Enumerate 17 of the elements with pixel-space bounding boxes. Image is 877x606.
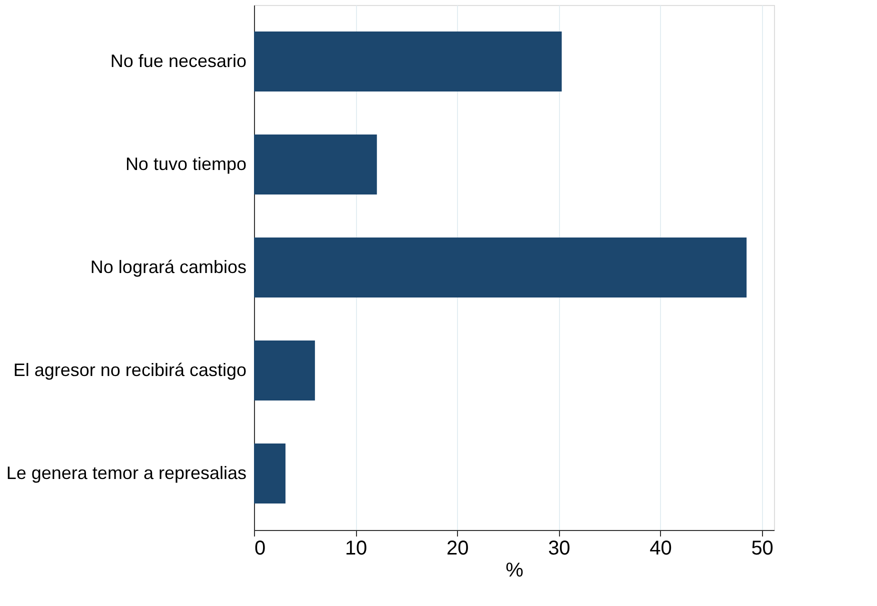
bar (254, 32, 562, 92)
x-tick-label: 10 (344, 538, 368, 560)
y-tick-label: Le genera temor a represalias (6, 463, 246, 483)
bar (254, 238, 747, 298)
x-tick-label: 0 (254, 538, 266, 560)
y-tick-label: No logrará cambios (90, 257, 246, 277)
x-axis-title: % (506, 560, 524, 582)
bar (254, 134, 377, 194)
x-tick-label: 30 (548, 538, 570, 560)
bar (254, 340, 315, 400)
x-tick-label: 20 (446, 538, 469, 560)
x-tick-label: 40 (650, 538, 672, 560)
y-tick-label: El agresor no recibirá castigo (13, 360, 246, 380)
y-tick-label: No tuvo tiempo (125, 154, 246, 174)
y-tick-label: No fue necesario (110, 51, 246, 71)
x-tick-label: 50 (751, 538, 774, 560)
bar (254, 444, 286, 504)
